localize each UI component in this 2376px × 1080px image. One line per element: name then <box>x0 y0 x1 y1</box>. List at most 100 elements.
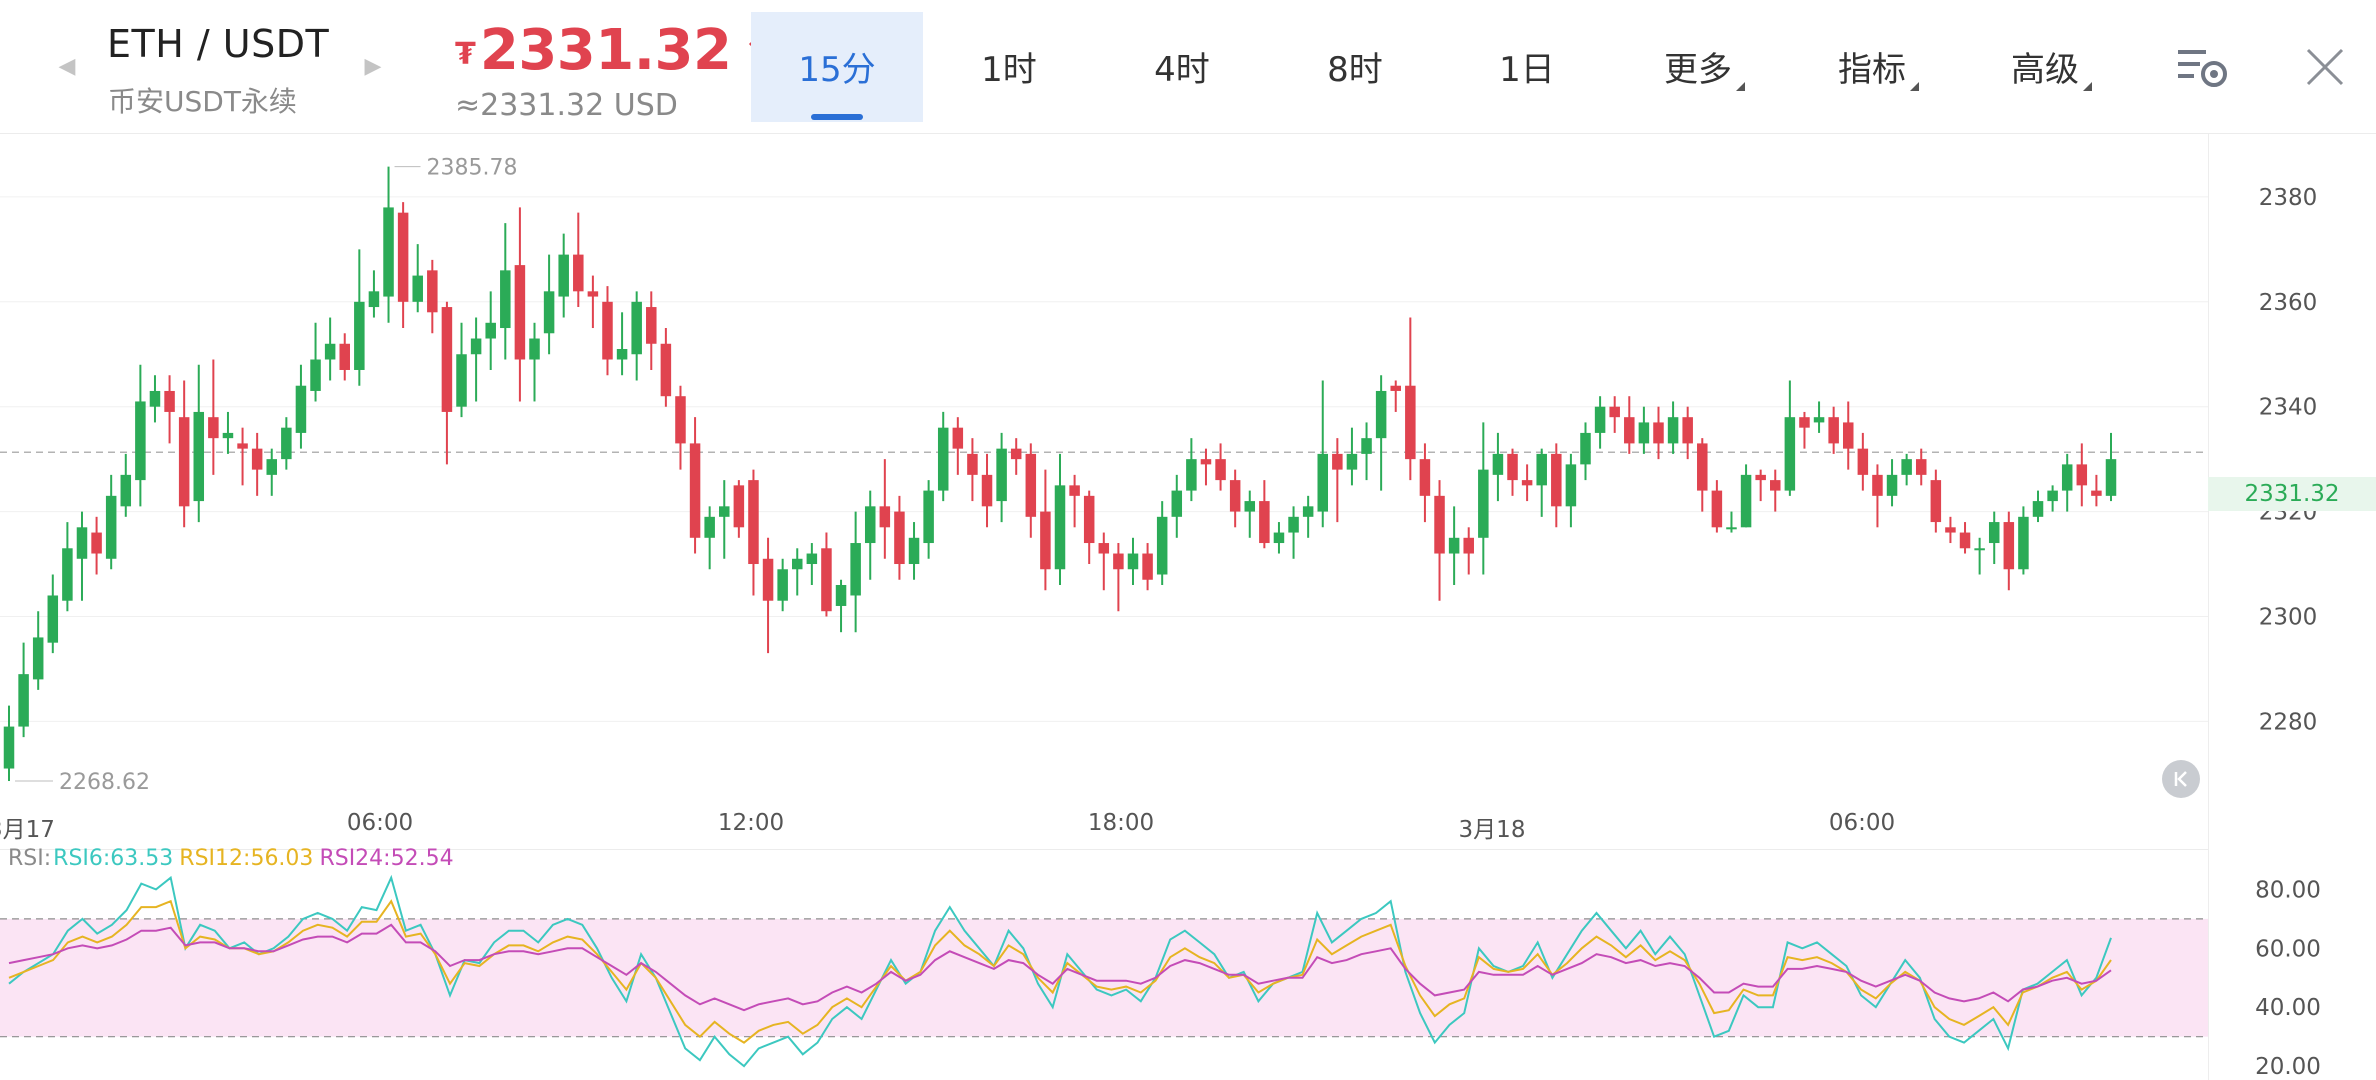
candle-body <box>908 537 920 565</box>
candle-body <box>266 459 278 475</box>
time-label: 3月17 <box>0 817 55 843</box>
candle-body <box>748 480 759 565</box>
candle-body <box>1259 501 1270 544</box>
candle-body <box>1244 501 1256 512</box>
candle-body <box>1813 417 1825 423</box>
advanced-dropdown[interactable]: 高级 <box>2011 12 2092 122</box>
candle-body <box>529 338 540 360</box>
candle-body <box>281 427 292 460</box>
candle-body <box>222 432 234 439</box>
rsi-tick-label: 40.00 <box>2255 995 2321 1021</box>
rsi12-line <box>8 899 2112 1044</box>
candle-body <box>1186 459 1197 491</box>
rsi-chart[interactable]: 80.00 60.00 40.00 20.00 <box>0 850 2376 1080</box>
candle-body <box>1740 474 1752 528</box>
candle-body <box>821 548 832 612</box>
candle-body <box>704 516 715 538</box>
high-low-labels: 2385.78 2268.62 <box>15 156 518 795</box>
candle-body <box>1375 390 1387 439</box>
candle-body <box>996 448 1007 502</box>
candle-body <box>675 396 686 444</box>
last-price: ₮ 2331.32 <box>455 18 777 83</box>
rsi-legend-prefix: RSI: <box>8 846 52 871</box>
chevron-left-icon[interactable]: ◀ <box>58 54 76 79</box>
candle-body <box>558 254 569 297</box>
close-icon[interactable] <box>2302 44 2348 90</box>
candle-body <box>339 343 350 370</box>
candle-body <box>354 301 365 370</box>
caret-icon <box>1736 82 1745 91</box>
candle-body <box>733 485 745 528</box>
pair-title[interactable]: ETH / USDT <box>107 22 330 66</box>
candle-body <box>3 726 15 769</box>
candle-body <box>1010 448 1022 460</box>
candle-body <box>1536 453 1547 486</box>
candle-body <box>1901 459 1912 475</box>
candle-body <box>251 448 263 470</box>
candle-body <box>1653 422 1664 444</box>
tab-label: 1时 <box>981 50 1037 90</box>
low-price-label: 2268.62 <box>59 770 150 795</box>
candle-body <box>1521 480 1533 486</box>
candle-body <box>1842 422 1854 449</box>
caret-icon <box>1910 82 1919 91</box>
rsi24-line <box>8 923 2112 1012</box>
chart-settings-icon[interactable] <box>2176 44 2230 92</box>
currency-symbol: ₮ <box>455 37 476 72</box>
more-dropdown[interactable]: 更多 <box>1664 12 1745 122</box>
candle-body <box>1915 459 1927 475</box>
tab-4h[interactable]: 4时 <box>1096 12 1268 122</box>
candle-body <box>1273 532 1285 544</box>
candle-body <box>1040 511 1051 570</box>
candle-body <box>1083 495 1095 544</box>
candle-body <box>1711 490 1723 528</box>
candle-body <box>295 385 307 433</box>
axis-divider <box>2208 134 2209 1080</box>
high-price-label: 2385.78 <box>427 156 518 181</box>
candle-body <box>923 490 934 544</box>
candle-body <box>237 443 248 449</box>
candle-body <box>149 390 161 407</box>
rsi12-value: RSI12:56.03 <box>179 846 314 871</box>
candle-body <box>2091 490 2102 496</box>
candle-body <box>135 401 146 481</box>
candle-body <box>1113 553 1124 570</box>
candle-body <box>543 291 555 334</box>
candle-body <box>689 443 701 538</box>
rsi6-value: RSI6:63.53 <box>53 846 174 871</box>
caret-icon <box>2083 82 2092 91</box>
scroll-to-latest-icon[interactable] <box>2162 760 2200 798</box>
price-tick-label: 2340 <box>2259 395 2318 421</box>
candle-body <box>602 301 613 360</box>
candle-body <box>193 411 205 502</box>
candle-body <box>368 291 380 308</box>
chevron-right-icon[interactable]: ▶ <box>364 54 382 79</box>
candle-body <box>1667 417 1679 444</box>
tab-1d[interactable]: 1日 <box>1441 12 1613 122</box>
candle-body <box>62 548 73 601</box>
candle-body <box>616 349 628 360</box>
candle-body <box>1142 553 1153 580</box>
candle-body <box>1565 464 1577 507</box>
price-value: 2331.32 <box>479 18 732 83</box>
price-tick-label: 2300 <box>2259 604 2318 630</box>
candle-body <box>412 275 423 302</box>
candle-body <box>324 343 336 360</box>
candle-body <box>1054 485 1066 570</box>
rsi-overbought-oversold-band <box>0 918 2208 1037</box>
tab-8h[interactable]: 8时 <box>1269 12 1441 122</box>
candle-body <box>806 553 818 565</box>
tab-15m[interactable]: 15分 <box>751 12 923 122</box>
candle-body <box>441 307 453 412</box>
candle-body <box>1448 537 1460 554</box>
candle-body <box>1390 385 1401 391</box>
tab-1h[interactable]: 1时 <box>923 12 1095 122</box>
candle-body <box>1405 385 1416 460</box>
tab-label: 1日 <box>1499 50 1555 90</box>
candle-body <box>777 569 788 601</box>
indicators-dropdown[interactable]: 指标 <box>1838 12 1919 122</box>
candle-body <box>835 584 847 606</box>
candle-body <box>719 506 730 517</box>
time-label: 06:00 <box>1828 810 1896 836</box>
